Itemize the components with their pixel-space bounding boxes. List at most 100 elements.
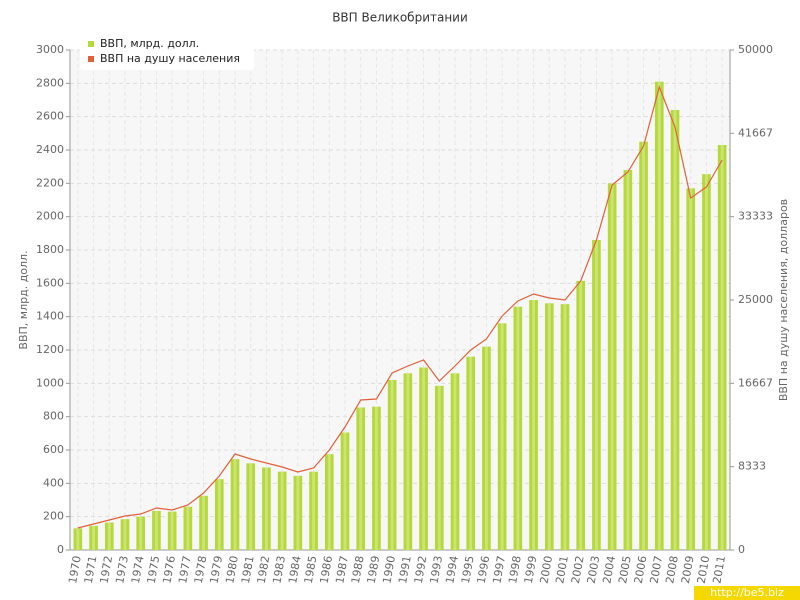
x-tick-label: 1970 — [66, 555, 84, 585]
bar-highlight — [233, 459, 237, 550]
bar — [372, 406, 381, 550]
y-tick-label: 2600 — [36, 110, 64, 123]
y-tick-label: 1200 — [36, 343, 64, 356]
bar-highlight — [469, 356, 473, 550]
bar — [654, 81, 664, 551]
y2-tick-label: 50000 — [738, 43, 773, 56]
y2-tick-label: 8333 — [738, 460, 766, 473]
bar-highlight — [154, 510, 158, 550]
bar-highlight — [642, 141, 646, 550]
bar — [104, 522, 114, 550]
x-tick-label: 1978 — [192, 555, 210, 585]
bar — [466, 356, 476, 550]
watermark: http://be5.biz — [710, 586, 784, 599]
bar-highlight — [374, 406, 378, 550]
bar — [356, 407, 366, 550]
bar — [497, 323, 507, 550]
x-tick-label: 1983 — [270, 555, 288, 585]
x-tick-label: 1980 — [223, 555, 241, 585]
bar — [419, 367, 428, 550]
bar-highlight — [343, 432, 347, 550]
y-tick-label: 2400 — [36, 143, 64, 156]
bar-highlight — [689, 188, 693, 551]
bar-highlight — [626, 170, 630, 550]
bar-highlight — [484, 346, 488, 550]
bar-highlight — [249, 463, 253, 550]
x-tick-label: 1985 — [302, 555, 320, 585]
plot-area — [70, 50, 730, 550]
bar — [607, 183, 617, 551]
bar-highlight — [76, 528, 80, 550]
x-tick-label: 1987 — [333, 555, 351, 585]
bar-highlight — [579, 280, 583, 550]
bar-highlight — [312, 471, 316, 550]
bar — [434, 385, 444, 550]
bar-highlight — [704, 174, 708, 550]
bar — [340, 432, 350, 550]
x-tick-label: 1971 — [82, 555, 100, 585]
bar-highlight — [123, 519, 127, 550]
x-tick-label: 1976 — [160, 555, 178, 585]
legend: ВВП, млрд. долл. ВВП на душу населения — [80, 34, 254, 70]
y-tick-label: 3000 — [36, 43, 64, 56]
bar — [686, 188, 696, 551]
x-tick-label: 2008 — [663, 555, 681, 585]
bar — [513, 306, 523, 550]
bar-highlight — [406, 373, 410, 550]
bar — [277, 471, 287, 550]
x-tick-label: 1984 — [286, 555, 304, 585]
bar — [482, 346, 491, 550]
x-tick-label: 2005 — [616, 555, 634, 585]
x-tick-label: 2009 — [679, 555, 697, 585]
bar — [183, 506, 193, 550]
x-tick-label: 1986 — [318, 555, 336, 585]
bar — [199, 495, 208, 550]
line — [77, 85, 723, 529]
x-tick-label: 1975 — [145, 555, 163, 585]
bar-highlight — [359, 407, 363, 550]
bar-highlight — [217, 479, 221, 550]
bar — [544, 303, 554, 550]
y-axis-label: ВВП, млрд. долл. — [17, 250, 30, 349]
bar — [387, 380, 397, 550]
bar-highlight — [437, 385, 441, 550]
bar — [230, 459, 240, 550]
x-tick-label: 2004 — [600, 555, 618, 585]
bar — [592, 240, 601, 550]
bar — [262, 467, 271, 550]
x-tick-label: 1974 — [129, 555, 147, 585]
y-tick-label: 800 — [43, 410, 64, 423]
bar-highlight — [186, 506, 190, 550]
bar-highlight — [547, 303, 551, 550]
bar-highlight — [139, 516, 143, 550]
bar — [717, 145, 727, 550]
watermark-bg — [694, 586, 800, 600]
bar — [403, 373, 413, 550]
bar — [120, 519, 130, 550]
x-tick-label: 2006 — [632, 555, 650, 585]
x-tick-label: 1993 — [428, 555, 446, 585]
y-tick-label: 1600 — [36, 276, 64, 289]
legend-box — [80, 34, 254, 70]
bar — [293, 475, 303, 550]
bar — [152, 510, 161, 550]
bar-highlight — [657, 81, 661, 551]
x-tick-label: 1996 — [475, 555, 493, 585]
x-tick-label: 1972 — [98, 555, 116, 585]
y2-tick-label: 0 — [738, 543, 745, 556]
x-tick-label: 2000 — [538, 555, 556, 585]
bar — [670, 110, 680, 550]
bar — [576, 280, 586, 550]
bar — [529, 300, 538, 550]
y2-tick-label: 33333 — [738, 210, 773, 223]
bar — [167, 511, 177, 550]
y-tick-label: 2000 — [36, 210, 64, 223]
x-tick-label: 1994 — [443, 555, 461, 585]
y-tick-label: 600 — [43, 443, 64, 456]
bar-highlight — [422, 367, 426, 550]
bar — [89, 525, 98, 550]
y-tick-label: 400 — [43, 476, 64, 489]
bar-highlight — [92, 525, 96, 550]
bar-highlight — [673, 110, 677, 550]
x-tick-label: 1992 — [412, 555, 430, 585]
